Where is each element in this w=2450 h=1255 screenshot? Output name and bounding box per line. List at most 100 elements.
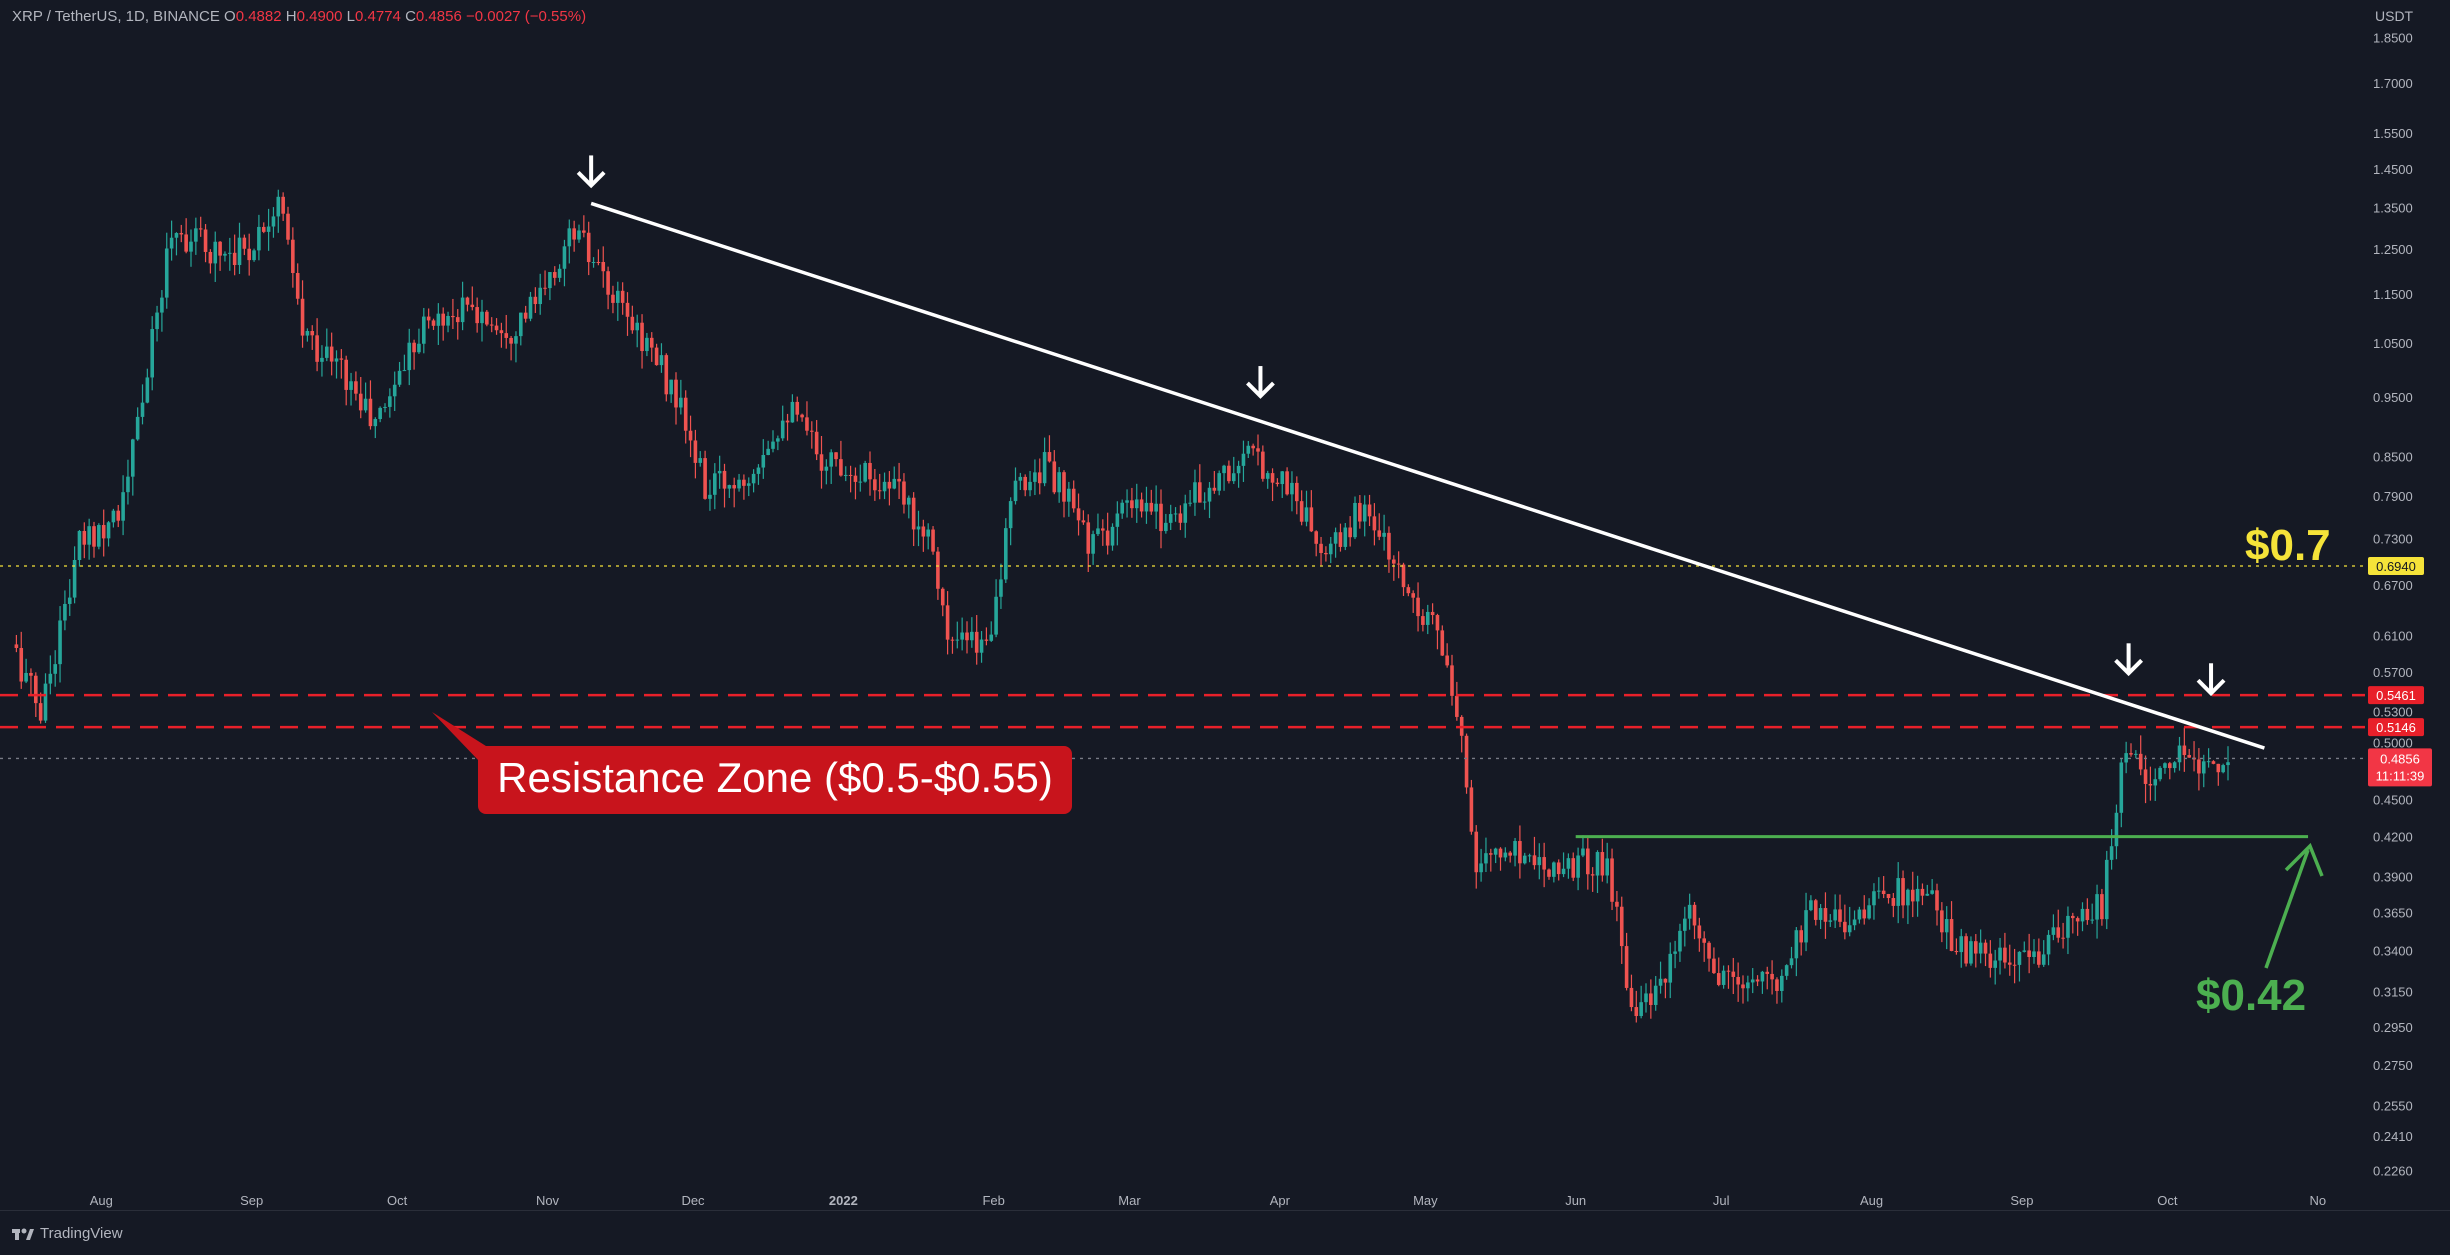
candle-body: [921, 526, 926, 537]
candle-body: [446, 315, 450, 326]
candle-body: [1503, 852, 1508, 858]
candle-body: [863, 462, 867, 482]
candle-body: [1324, 552, 1328, 555]
candle-body: [426, 316, 431, 321]
candle-body: [742, 479, 746, 486]
candle-body: [543, 287, 547, 289]
candle-body: [2061, 937, 2065, 939]
time-axis[interactable]: Aug Sep Oct Nov Dec 2022 Feb Mar Apr May Jun Jul Aug…: [90, 1193, 2326, 1208]
candle-body: [1445, 655, 1449, 666]
candle-body: [834, 452, 838, 460]
candle-body: [1067, 488, 1071, 502]
candle-body: [24, 672, 28, 682]
candle-body: [198, 228, 203, 230]
candle-body: [1149, 502, 1154, 512]
candle-body: [455, 317, 460, 323]
candle-body: [2012, 964, 2017, 966]
candle-body: [1120, 502, 1124, 514]
candle-body: [1508, 852, 1512, 856]
candle-body: [1687, 904, 1692, 919]
candle-body: [1683, 918, 1687, 931]
candle-body: [1406, 587, 1411, 594]
symbol-header[interactable]: XRP / TetherUS, 1D, BINANCE O0.4882 H0.4…: [12, 8, 586, 25]
candle-body: [194, 228, 198, 242]
candle-body: [2056, 927, 2061, 938]
candle-body: [984, 639, 989, 641]
candle-body: [552, 272, 557, 278]
candle-body: [640, 322, 644, 352]
candle-body: [577, 230, 581, 240]
descending-trendline[interactable]: [590, 201, 2265, 750]
down-arrow-icon: [2114, 643, 2144, 677]
candle-body: [1416, 597, 1420, 617]
candle-body: [1207, 487, 1212, 502]
x-tick-label: Aug: [1860, 1193, 1883, 1208]
candle-body: [1348, 527, 1352, 538]
candle-body: [916, 526, 921, 530]
candle-body: [126, 476, 130, 493]
candle-body: [950, 639, 955, 641]
candle-body: [2226, 762, 2230, 766]
candle-body: [1489, 853, 1493, 855]
candle-body: [1877, 890, 1881, 892]
candle-body: [814, 431, 819, 455]
candle-body: [82, 531, 87, 545]
y-tick-label: 1.1500: [2373, 287, 2413, 302]
candle-body: [1552, 862, 1556, 877]
candle-body: [72, 559, 77, 598]
candle-body: [1299, 501, 1304, 522]
y-tick-label: 0.3650: [2373, 905, 2413, 920]
candle-body: [402, 370, 407, 372]
candle-body: [528, 296, 533, 319]
price-chart[interactable]: 1.8500 1.7000 1.5500 1.4500 1.3500 1.2500 1.15…: [0, 0, 2450, 1210]
candle-body: [2032, 951, 2036, 958]
tradingview-brand[interactable]: TradingView: [12, 1225, 123, 1242]
candle-body: [1231, 473, 1236, 482]
y-tick-label: 0.8500: [2373, 450, 2413, 465]
candle-body: [1159, 503, 1163, 532]
candle-body: [43, 683, 48, 721]
candle-body: [999, 579, 1003, 597]
candle-body: [1212, 487, 1217, 491]
candle-body: [1833, 909, 1837, 921]
symbol-title[interactable]: XRP / TetherUS, 1D, BINANCE: [12, 8, 220, 25]
candle-body: [1556, 862, 1561, 875]
candle-body: [1241, 453, 1246, 466]
candle-body: [2148, 783, 2153, 786]
candle-body: [63, 603, 67, 621]
candle-body: [1702, 938, 1706, 943]
price-axis[interactable]: 1.8500 1.7000 1.5500 1.4500 1.3500 1.2500 1.15…: [2373, 31, 2413, 1179]
lower-high-arrows: [576, 155, 2226, 697]
candle-body: [1188, 502, 1192, 504]
candle-body: [2172, 762, 2177, 769]
candle-body: [1930, 890, 1934, 894]
candle-body: [218, 241, 222, 256]
candle-body: [325, 346, 329, 358]
candle-body: [1042, 452, 1047, 484]
candle-body: [557, 268, 562, 278]
y-tick-label: 1.7000: [2373, 76, 2413, 91]
candle-body: [2211, 761, 2216, 764]
candle-body: [698, 458, 703, 463]
candle-body: [1062, 472, 1066, 502]
candle-body: [1440, 630, 1445, 656]
candle-body: [1513, 841, 1517, 856]
candle-body: [907, 497, 911, 505]
x-tick-label: Sep: [2010, 1193, 2033, 1208]
candle-body: [2041, 954, 2046, 965]
candle-body: [1537, 857, 1542, 866]
candle-body: [693, 440, 698, 463]
candle-body: [431, 320, 436, 326]
candle-body: [1033, 472, 1037, 482]
current-price-label: 0.4856: [2380, 751, 2420, 766]
candle-body: [499, 330, 504, 334]
candle-body: [1576, 855, 1580, 878]
candle-body: [630, 316, 635, 331]
x-tick-label: 2022: [829, 1193, 858, 1208]
candle-body: [596, 261, 601, 263]
candle-body: [155, 312, 159, 330]
candle-body: [1115, 513, 1120, 527]
currency-label[interactable]: USDT: [2375, 8, 2414, 24]
candle-body: [1304, 507, 1309, 522]
candle-body: [1678, 930, 1682, 952]
